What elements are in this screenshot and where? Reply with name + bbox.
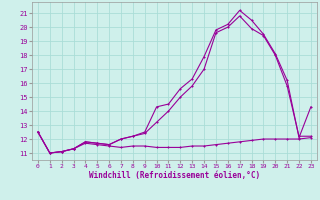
X-axis label: Windchill (Refroidissement éolien,°C): Windchill (Refroidissement éolien,°C) xyxy=(89,171,260,180)
